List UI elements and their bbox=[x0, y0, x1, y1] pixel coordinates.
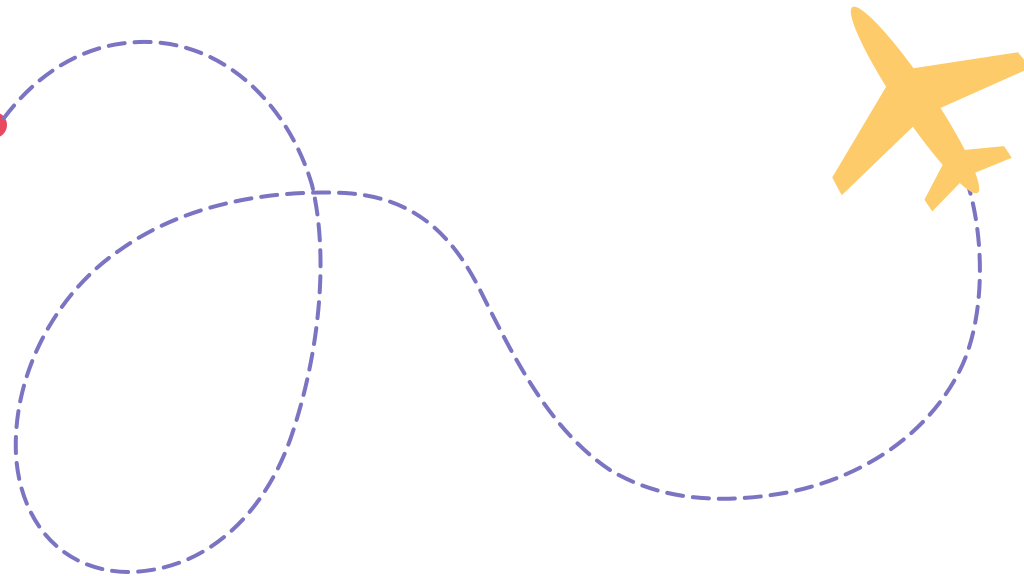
airplane bbox=[832, 6, 1024, 212]
tail bbox=[924, 146, 1012, 212]
flight-path bbox=[2, 39, 982, 575]
engine bbox=[943, 67, 965, 92]
engine bbox=[871, 116, 892, 141]
engine bbox=[851, 147, 870, 168]
wings bbox=[832, 52, 1024, 196]
engine bbox=[979, 60, 998, 82]
